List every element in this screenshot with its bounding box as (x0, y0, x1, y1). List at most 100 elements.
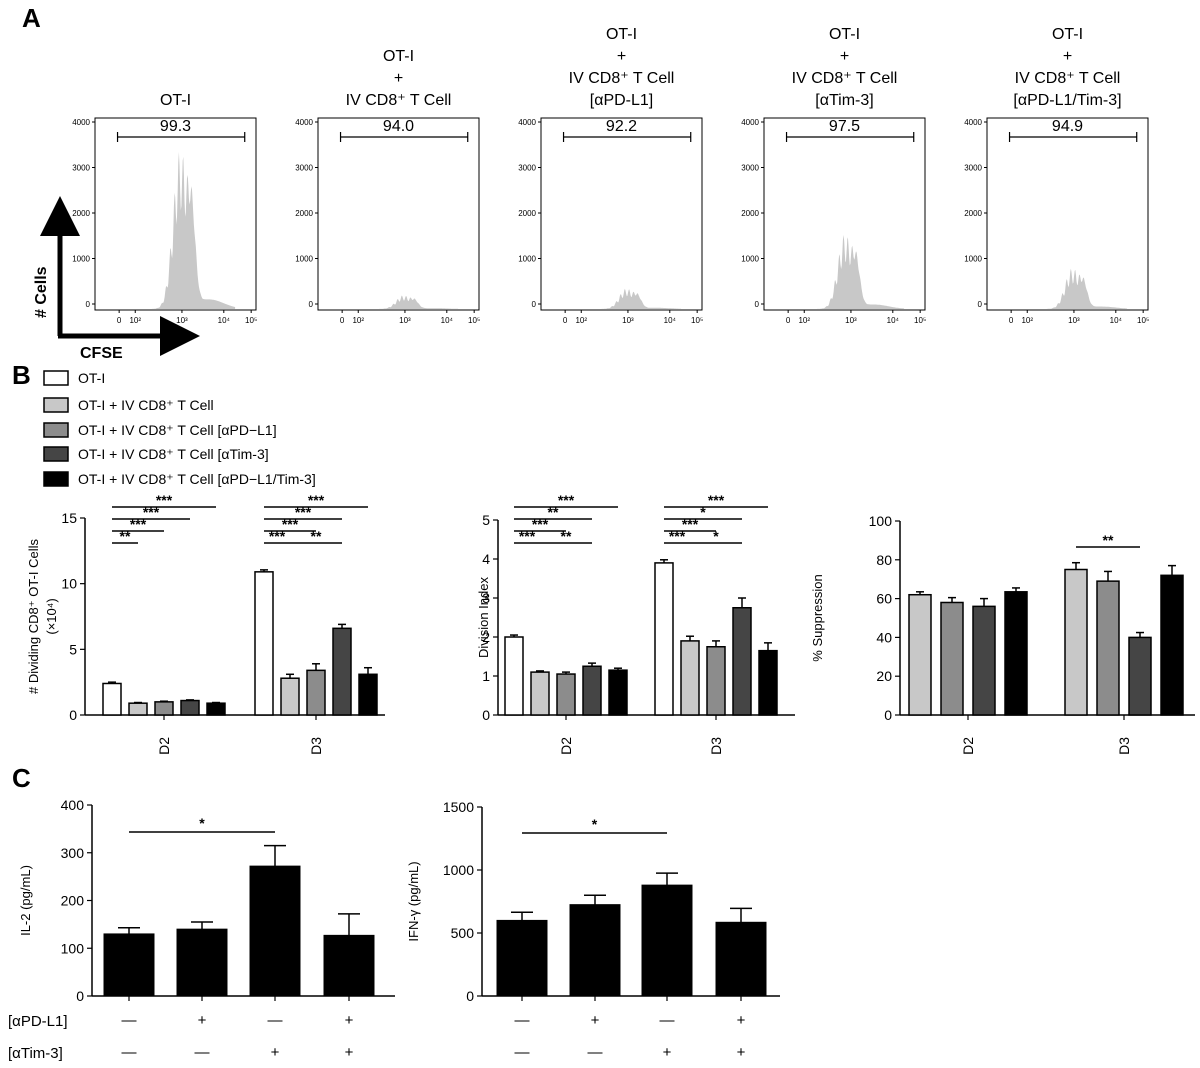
histogram-title-line: IV CD8⁺ T Cell (792, 70, 898, 87)
significance-label: *** (143, 504, 160, 520)
treatment-row2-mark: — (122, 1044, 137, 1061)
histogram-title-line: [αTim-3] (815, 92, 873, 109)
bar (940, 601, 964, 716)
bar (280, 677, 300, 716)
y-tick-label: 4000 (72, 118, 90, 127)
y-tick-label: 40 (876, 629, 892, 645)
x-tick-label: 10³ (399, 316, 411, 325)
bar (306, 669, 326, 716)
legend-label-2: OT-I + IV CD8⁺ T Cell [αPD−L1] (78, 422, 277, 438)
y-tick-label: 4000 (741, 118, 759, 127)
bar (249, 865, 301, 997)
bar (608, 669, 628, 716)
histogram-title-line: [αPD-L1/Tim-3] (1013, 92, 1121, 109)
treatment-row2-label: [αTim-3] (8, 1045, 63, 1062)
bar (206, 702, 226, 716)
bar (1064, 568, 1088, 716)
histogram-title-line: + (840, 48, 849, 65)
treatment-row1-mark: — (268, 1012, 283, 1029)
treatment-row2-mark: + (663, 1044, 672, 1061)
bar (323, 934, 375, 997)
significance-label: ** (548, 504, 559, 520)
x-tick-label: 10⁵ (1137, 316, 1149, 325)
panel-label-b: B (12, 360, 31, 390)
bar (569, 904, 621, 997)
y-axis-label: Division Index (476, 577, 491, 658)
y-tick-label: 20 (876, 668, 892, 684)
bar (758, 649, 778, 716)
y-tick-label: 4 (482, 551, 490, 567)
significance-label: * (713, 528, 719, 544)
bar (332, 627, 352, 716)
histogram-title-line: [αPD-L1] (590, 92, 654, 109)
bar (715, 921, 767, 997)
x-tick-label: 10² (798, 316, 810, 325)
y-tick-label: 80 (876, 552, 892, 568)
bar (1128, 636, 1152, 716)
y-tick-label: 1500 (443, 799, 474, 815)
histogram-frame (763, 117, 926, 311)
y-tick-label: 1000 (295, 255, 313, 264)
histogram-title-line: + (617, 48, 626, 65)
x-tick-label: 0 (563, 316, 568, 325)
bar-chart-b-2: 0 20 40 60 80 100 % Suppression D2 D3 ** (810, 513, 1195, 755)
y-tick-label: 0 (466, 988, 474, 1004)
y-tick-label: 3000 (295, 164, 313, 173)
legend-swatch-3 (43, 446, 69, 462)
y-tick-label: 2000 (964, 209, 982, 218)
y-tick-label: 0 (532, 300, 537, 309)
x-tick-label: 10³ (1068, 316, 1080, 325)
significance-label: *** (519, 528, 536, 544)
y-axis-label: # Dividing CD8⁺ OT-I Cells (26, 539, 41, 694)
histogram-title-line: OT-I (1052, 26, 1083, 43)
x-tick-label: 0 (340, 316, 345, 325)
x-arrow-label: CFSE (80, 345, 123, 362)
x-tick-label: D2 (156, 737, 172, 755)
x-tick-label: D2 (558, 737, 574, 755)
significance-label: *** (295, 504, 312, 520)
bar (680, 640, 700, 716)
bar (556, 673, 576, 716)
y-tick-label: 100 (61, 940, 85, 956)
bar (1004, 591, 1028, 716)
legend-label-4: OT-I + IV CD8⁺ T Cell [αPD−L1/Tim-3] (78, 471, 316, 487)
x-tick-label: 10⁵ (468, 316, 480, 325)
x-tick-label: D3 (308, 737, 324, 755)
y-tick-label: 2000 (295, 209, 313, 218)
y-tick-label: 0 (309, 300, 314, 309)
histogram-title-line: OT-I (829, 26, 860, 43)
bar (496, 919, 548, 997)
treatment-row1-mark: — (122, 1012, 137, 1029)
y-tick-label: 5 (482, 512, 490, 528)
significance-label: ** (1103, 532, 1114, 548)
histogram-frame (540, 117, 703, 311)
significance-label: * (199, 815, 205, 831)
y-tick-label: 3000 (72, 164, 90, 173)
histogram-area (1027, 268, 1128, 309)
y-tick-label: 200 (61, 893, 85, 909)
y-tick-label: 0 (755, 300, 760, 309)
histogram-title-line: OT-I (606, 26, 637, 43)
treatment-row2-mark: + (345, 1044, 354, 1061)
y-axis-label: IFN-γ (pg/mL) (406, 861, 421, 941)
x-tick-label: 10⁴ (441, 316, 454, 325)
y-tick-label: 0 (482, 707, 490, 723)
gate-value: 99.3 (160, 118, 191, 135)
y-tick-label: 5 (69, 641, 77, 657)
significance-label: *** (669, 528, 686, 544)
y-tick-label: 1000 (741, 255, 759, 264)
histogram-title-line: OT-I (160, 92, 191, 109)
panel-label-a: A (22, 3, 41, 33)
treatment-row2-mark: — (515, 1044, 530, 1061)
y-tick-label: 3000 (741, 164, 759, 173)
bar (154, 701, 174, 716)
histogram-area (135, 152, 236, 309)
significance-label: *** (532, 516, 549, 532)
y-tick-label: 2 (482, 629, 490, 645)
x-tick-label: D3 (708, 737, 724, 755)
significance-label: * (592, 816, 598, 832)
legend-label-0: OT-I (78, 370, 105, 386)
bar (641, 884, 693, 997)
y-tick-label: 0 (978, 300, 983, 309)
